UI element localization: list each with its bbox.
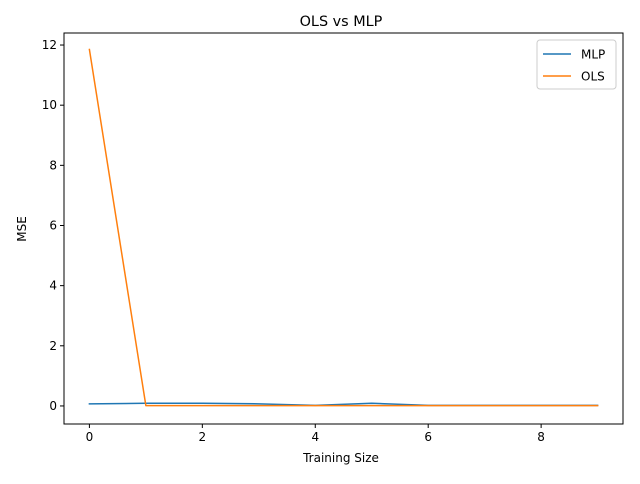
legend-label-ols: OLS [581,70,605,84]
y-tick-label: 12 [42,38,57,52]
x-axis-ticks: 0 2 4 6 8 [86,424,545,444]
legend-label-mlp: MLP [581,48,605,62]
x-axis-label: Training Size [302,451,379,465]
y-axis-ticks: 0 2 4 6 8 10 12 [42,38,64,413]
y-tick-label: 6 [49,218,57,232]
y-axis-label: MSE [15,216,29,242]
series-line-ols [88,48,599,407]
x-tick-label: 6 [424,430,432,444]
plot-area [63,32,624,425]
y-tick-label: 10 [42,98,57,112]
y-tick-label: 8 [49,158,57,172]
x-tick-label: 0 [86,430,94,444]
y-tick-label: 4 [49,279,57,293]
x-tick-label: 2 [199,430,207,444]
axes-frame [63,32,624,425]
x-tick-label: 4 [311,430,319,444]
y-tick-label: 0 [49,399,57,413]
y-tick-label: 2 [49,339,57,353]
chart-title: OLS vs MLP [300,14,383,30]
x-tick-label: 8 [537,430,545,444]
legend: MLP OLS [536,39,617,90]
